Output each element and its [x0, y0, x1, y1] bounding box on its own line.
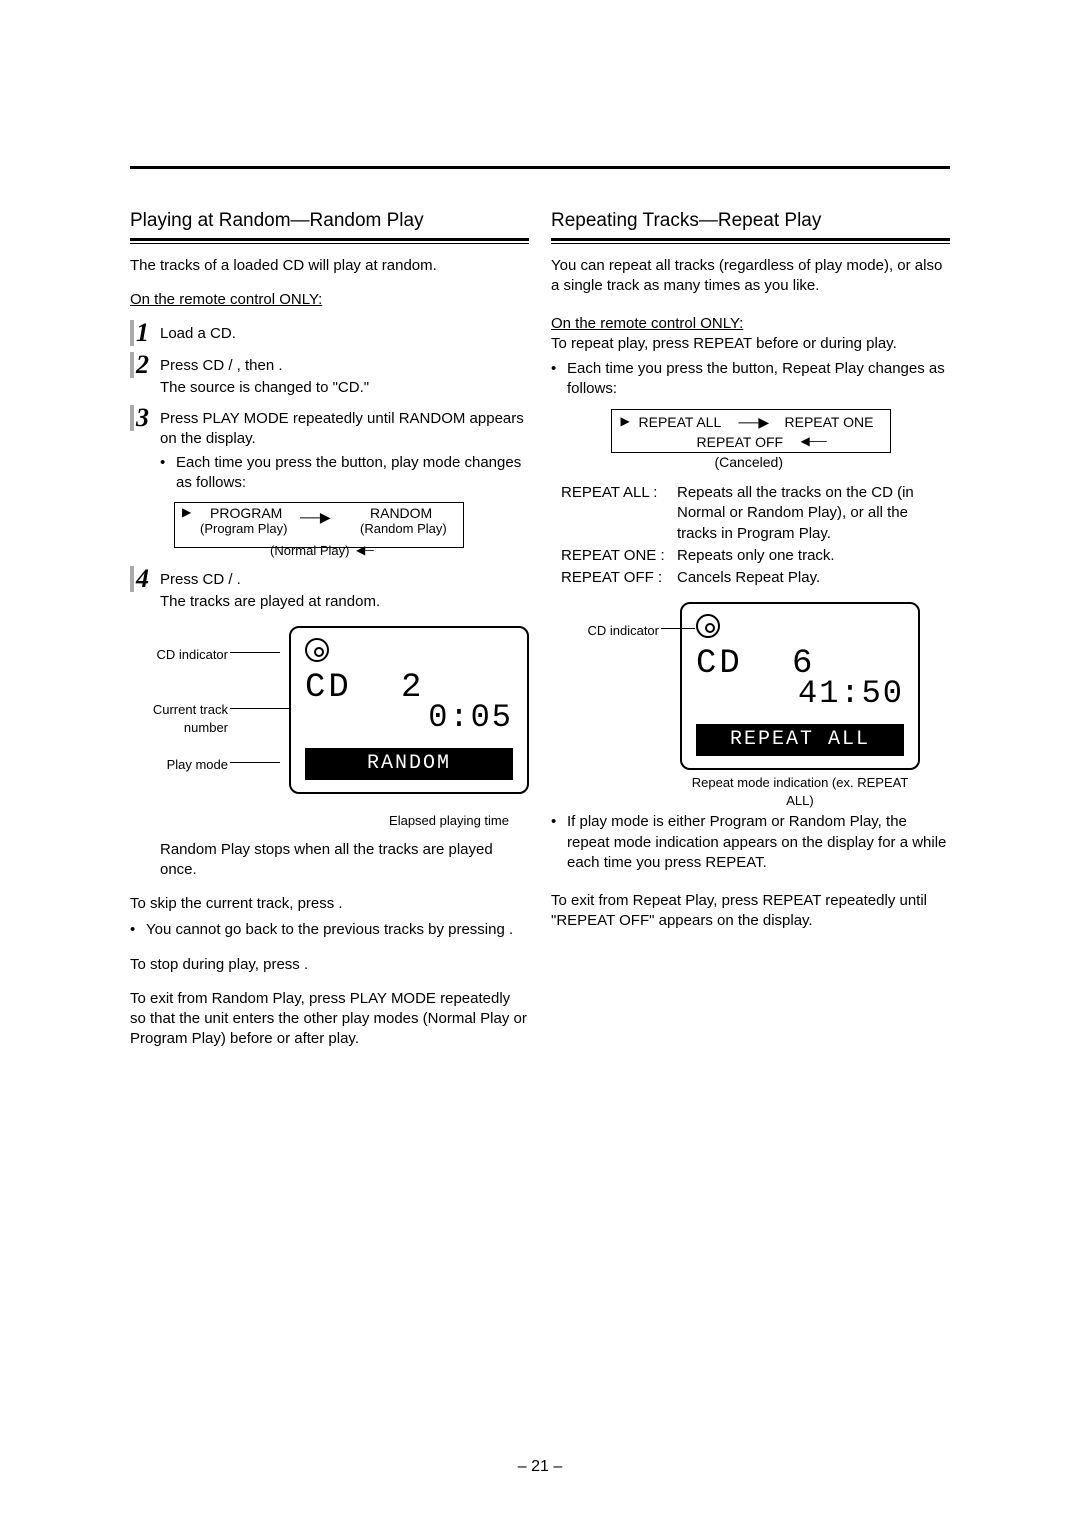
repeat-definitions: REPEAT ALL : Repeats all the tracks on t…	[561, 483, 950, 588]
page-content: Playing at Random—Random Play The tracks…	[0, 0, 1080, 1090]
left-title: Playing at Random—Random Play	[130, 208, 529, 234]
step-2: 2 Press CD / , then . The source is chan…	[130, 352, 529, 399]
stop-text: To stop during play, press .	[130, 955, 529, 975]
lcd-left: CD 2 0:05 RANDOM	[289, 626, 529, 794]
step-3-num: 3	[130, 405, 152, 431]
left-column: Playing at Random—Random Play The tracks…	[130, 208, 529, 1050]
each-time: Each time you press the button, Repeat P…	[567, 359, 950, 400]
if-play-text: If play mode is either Program or Random…	[567, 812, 950, 873]
exit-repeat: To exit from Repeat Play, press REPEAT r…	[551, 891, 950, 932]
left-remote-note: On the remote control ONLY:	[130, 290, 529, 310]
step-1: 1 Load a CD.	[130, 320, 529, 346]
lcd-left-wrap: CD 2 0:05 RANDOM CD indicator Current tr…	[130, 626, 529, 806]
step-2-num: 2	[130, 352, 152, 378]
flow-repeat-off: REPEAT OFF	[697, 433, 784, 452]
def-off-val: Cancels Repeat Play.	[677, 568, 820, 588]
step-2a: Press CD / , then .	[160, 356, 529, 376]
step-1-num: 1	[130, 320, 152, 346]
cd-disc-icon-2	[696, 614, 720, 638]
right-title: Repeating Tracks—Repeat Play	[551, 208, 950, 234]
skip-bullet: • You cannot go back to the previous tra…	[130, 920, 529, 940]
bullet-dot-3: •	[551, 359, 561, 400]
lcd-left-cd: CD	[305, 666, 352, 712]
def-one: REPEAT ONE : Repeats only one track.	[561, 546, 950, 566]
lbl-line-4	[661, 628, 695, 629]
lbl-repeat-mode: Repeat mode indication (ex. REPEAT ALL)	[680, 774, 920, 809]
arrow-l1-icon: ◀──	[801, 433, 827, 449]
to-repeat: To repeat play, press REPEAT before or d…	[551, 334, 950, 354]
def-off-key: REPEAT OFF :	[561, 568, 671, 588]
lcd-left-track: 2	[401, 666, 421, 712]
step-4b: The tracks are played at random.	[160, 592, 529, 612]
left-intro: The tracks of a loaded CD will play at r…	[130, 256, 529, 276]
cd-disc-icon	[305, 638, 329, 662]
playmode-flow: PROGRAM (Program Play) ──▶ RANDOM (Rando…	[170, 502, 529, 558]
step-3-bullet: • Each time you press the button, play m…	[160, 453, 529, 494]
arrow-right2-icon: ▶	[182, 504, 191, 520]
def-off: REPEAT OFF : Cancels Repeat Play.	[561, 568, 950, 588]
step-4: 4 Press CD / . The tracks are played at …	[130, 566, 529, 613]
lbl-line-3	[230, 762, 280, 763]
def-one-key: REPEAT ONE :	[561, 546, 671, 566]
arrow-right-icon: ──▶	[300, 508, 331, 527]
def-all-key: REPEAT ALL :	[561, 483, 671, 544]
flow-normal: (Normal Play)	[270, 542, 349, 560]
lbl-cd-indicator-2: CD indicator	[551, 622, 659, 640]
step-2b: The source is changed to "CD."	[160, 378, 529, 398]
right-column: Repeating Tracks—Repeat Play You can rep…	[551, 208, 950, 1050]
right-bullet: • Each time you press the button, Repeat…	[551, 359, 950, 400]
step-4a: Press CD / .	[160, 570, 529, 590]
flow-random-sub: (Random Play)	[360, 520, 447, 538]
bullet-dot-2: •	[130, 920, 140, 940]
bullet-dot: •	[160, 453, 170, 494]
repeat-flow: REPEAT ALL ──▶ REPEAT ONE REPEAT OFF ◀──…	[611, 409, 891, 469]
flow-repeat-all: REPEAT ALL	[639, 413, 722, 432]
right-remote-note: On the remote control ONLY:	[551, 314, 950, 334]
step-4-body: Press CD / . The tracks are played at ra…	[160, 566, 529, 613]
step-3b: Each time you press the button, play mod…	[176, 453, 529, 494]
step-1-body: Load a CD.	[160, 320, 529, 344]
skip-text: To skip the current track, press .	[130, 894, 529, 914]
flow-program-sub: (Program Play)	[200, 520, 287, 538]
lcd-right-wrap: CD 6 41:50 REPEAT ALL CD indicator Repea…	[551, 602, 950, 792]
random-stops: Random Play stops when all the tracks ar…	[160, 840, 529, 881]
step-3-body: Press PLAY MODE repeatedly until RANDOM …	[160, 405, 529, 494]
lbl-line-1	[230, 652, 280, 653]
lcd-right-cd: CD	[696, 642, 743, 688]
step-2-body: Press CD / , then . The source is change…	[160, 352, 529, 399]
lbl-time: Elapsed playing time	[130, 812, 509, 830]
right-intro: You can repeat all tracks (regardless of…	[551, 256, 950, 297]
step-4-num: 4	[130, 566, 152, 592]
top-rule	[130, 166, 950, 169]
def-one-val: Repeats only one track.	[677, 546, 835, 566]
lbl-line-2	[230, 708, 290, 709]
def-all-val: Repeats all the tracks on the CD (in Nor…	[677, 483, 950, 544]
arrow-r2-icon: ▶	[621, 413, 630, 429]
lbl-cd-indicator: CD indicator	[130, 646, 228, 664]
skip-bullet-text: You cannot go back to the previous track…	[146, 920, 513, 940]
lcd-right: CD 6 41:50 REPEAT ALL	[680, 602, 920, 770]
lcd-right-time: 41:50	[798, 672, 904, 715]
lbl-track: Current track number	[130, 701, 228, 736]
bullet-dot-4: •	[551, 812, 561, 873]
lcd-right-mode: REPEAT ALL	[696, 724, 904, 756]
lcd-left-mode: RANDOM	[305, 748, 513, 780]
arrow-left-icon: ◀─	[356, 542, 374, 558]
if-play-bullet: • If play mode is either Program or Rand…	[551, 812, 950, 873]
def-all: REPEAT ALL : Repeats all the tracks on t…	[561, 483, 950, 544]
columns: Playing at Random—Random Play The tracks…	[130, 208, 950, 1050]
arrow-r1-icon: ──▶	[739, 413, 770, 432]
lcd-left-time: 0:05	[428, 696, 513, 739]
page-number: – 21 –	[0, 1456, 1080, 1478]
lbl-mode: Play mode	[130, 756, 228, 774]
right-title-rule	[551, 238, 950, 244]
flow-repeat-one: REPEAT ONE	[785, 413, 874, 432]
step-3: 3 Press PLAY MODE repeatedly until RANDO…	[130, 405, 529, 494]
left-title-rule	[130, 238, 529, 244]
step-3a: Press PLAY MODE repeatedly until RANDOM …	[160, 409, 529, 450]
exit-random: To exit from Random Play, press PLAY MOD…	[130, 989, 529, 1050]
flow-cancel: (Canceled)	[715, 453, 783, 472]
